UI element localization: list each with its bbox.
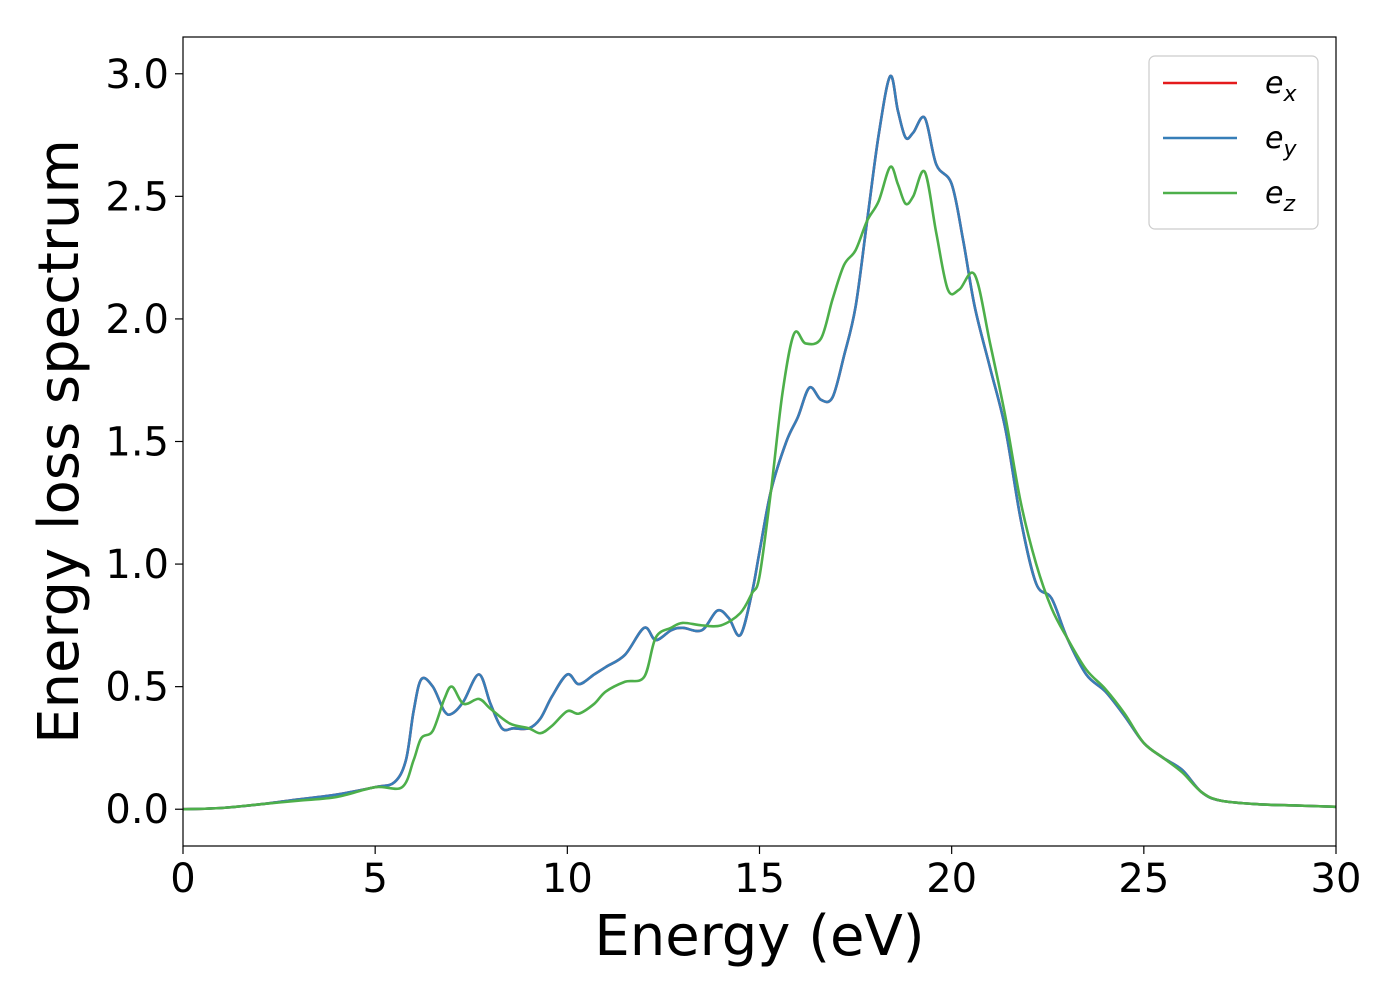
x-tick-label: 10 xyxy=(542,856,593,902)
x-tick-label: 5 xyxy=(362,856,387,902)
y-tick-label: 1.5 xyxy=(105,420,169,466)
x-tick-label: 25 xyxy=(1118,856,1169,902)
y-tick-label: 2.5 xyxy=(105,174,169,220)
legend-label-z: ez xyxy=(1265,176,1295,217)
legend-label-y: ey xyxy=(1265,121,1297,162)
x-axis-label: Energy (eV) xyxy=(594,904,924,969)
x-tick-label: 0 xyxy=(170,856,195,902)
legend-box xyxy=(1148,55,1319,230)
legend-label-x: ex xyxy=(1265,66,1297,107)
y-tick-label: 0.5 xyxy=(105,665,169,711)
legend: ex ey ez xyxy=(1148,55,1319,230)
y-tick-label: 2.0 xyxy=(105,297,169,343)
y-axis: 0.0 0.5 1.0 1.5 2.0 2.5 3.0 xyxy=(105,52,183,833)
y-tick-label: 0.0 xyxy=(105,787,169,833)
y-axis-label: Energy loss spectrum xyxy=(27,139,92,744)
series-line-z xyxy=(182,165,1337,811)
x-axis: 0 5 10 15 20 25 30 xyxy=(170,846,1361,902)
x-tick-label: 20 xyxy=(926,856,977,902)
x-tick-label: 15 xyxy=(734,856,785,902)
y-tick-label: 1.0 xyxy=(105,542,169,588)
series-layer xyxy=(182,74,1337,811)
y-tick-label: 3.0 xyxy=(105,52,169,98)
x-tick-label: 30 xyxy=(1311,856,1362,902)
